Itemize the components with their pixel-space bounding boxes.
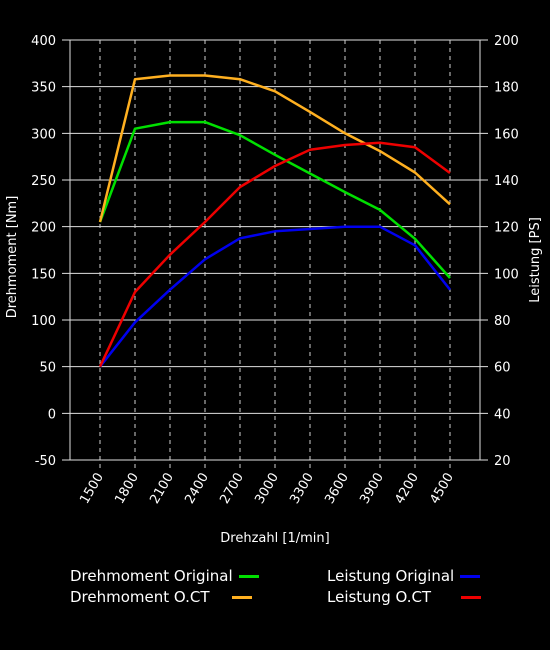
right-tick-label: 120: [494, 221, 519, 236]
x-tick-label: 1800: [112, 471, 142, 507]
x-tick-label: 2100: [147, 471, 177, 507]
left-tick-label: 400: [31, 34, 56, 49]
x-tick-label: 2400: [182, 471, 212, 507]
legend-item-leistung-original: Leistung Original: [327, 567, 481, 585]
x-tick-label: 1500: [77, 471, 107, 507]
chart: -50 0 50 100 150 200 250 300 350 400 20 40 60 80 100 1…: [5, 34, 543, 546]
legend-label: Leistung O.CT: [327, 588, 432, 606]
legend-item-leistung-oct: Leistung O.CT: [327, 588, 482, 606]
x-tick-label: 4200: [392, 471, 422, 507]
left-tick-label: -50: [35, 454, 56, 469]
legend-item-drehmoment-oct: Drehmoment O.CT: [70, 588, 252, 606]
right-tick-label: 140: [494, 174, 519, 189]
series-line-drehmoment-o-ct: [98, 74, 451, 223]
grid: [62, 39, 488, 468]
right-tick-label: 100: [494, 267, 519, 282]
series-line-leistung-o-ct: [98, 141, 451, 368]
x-axis-ticks: 1500 1800 2100 2400 2700 3000 3300 3600 3900 4200…: [77, 471, 457, 507]
series-line-drehmoment-original: [98, 120, 451, 279]
left-axis-title: Drehmoment [Nm]: [5, 196, 20, 319]
legend-swatch: [231, 595, 252, 599]
left-axis-ticks: -50 0 50 100 150 200 250 300 350 400: [31, 34, 56, 469]
left-tick-label: 200: [31, 221, 56, 236]
left-tick-label: 100: [31, 314, 56, 329]
right-axis-title: Leistung [PS]: [528, 217, 543, 303]
x-tick-label: 3600: [322, 471, 352, 507]
right-tick-label: 80: [494, 314, 511, 329]
left-tick-label: 50: [39, 361, 56, 376]
legend-label: Drehmoment Original: [70, 567, 233, 585]
left-tick-label: 350: [31, 81, 56, 96]
x-axis-title: Drehzahl [1/min]: [220, 531, 329, 546]
legend-item-drehmoment-original: Drehmoment Original: [70, 567, 259, 585]
x-tick-label: 3000: [252, 471, 282, 507]
legend-swatch: [461, 595, 482, 599]
left-tick-label: 250: [31, 174, 56, 189]
left-tick-label: 150: [31, 267, 56, 282]
right-tick-label: 60: [494, 361, 511, 376]
right-axis-ticks: 20 40 60 80 100 120 140 160 180 200: [494, 34, 519, 469]
x-tick-label: 3300: [287, 471, 317, 507]
right-tick-label: 160: [494, 127, 519, 142]
left-tick-label: 300: [31, 127, 56, 142]
legend-swatch: [238, 574, 259, 578]
right-tick-label: 20: [494, 454, 511, 469]
x-tick-label: 2700: [217, 471, 247, 507]
legend-label: Leistung Original: [327, 567, 455, 585]
right-tick-label: 180: [494, 81, 519, 96]
left-tick-label: 0: [48, 407, 56, 422]
x-tick-label: 4500: [427, 471, 457, 507]
series-line-leistung-original: [99, 225, 451, 368]
x-tick-label: 3900: [357, 471, 387, 507]
right-tick-label: 40: [494, 407, 511, 422]
legend-swatch: [460, 574, 481, 578]
series-lines: [98, 74, 451, 368]
right-tick-label: 200: [494, 34, 519, 49]
legend-label: Drehmoment O.CT: [70, 588, 210, 606]
